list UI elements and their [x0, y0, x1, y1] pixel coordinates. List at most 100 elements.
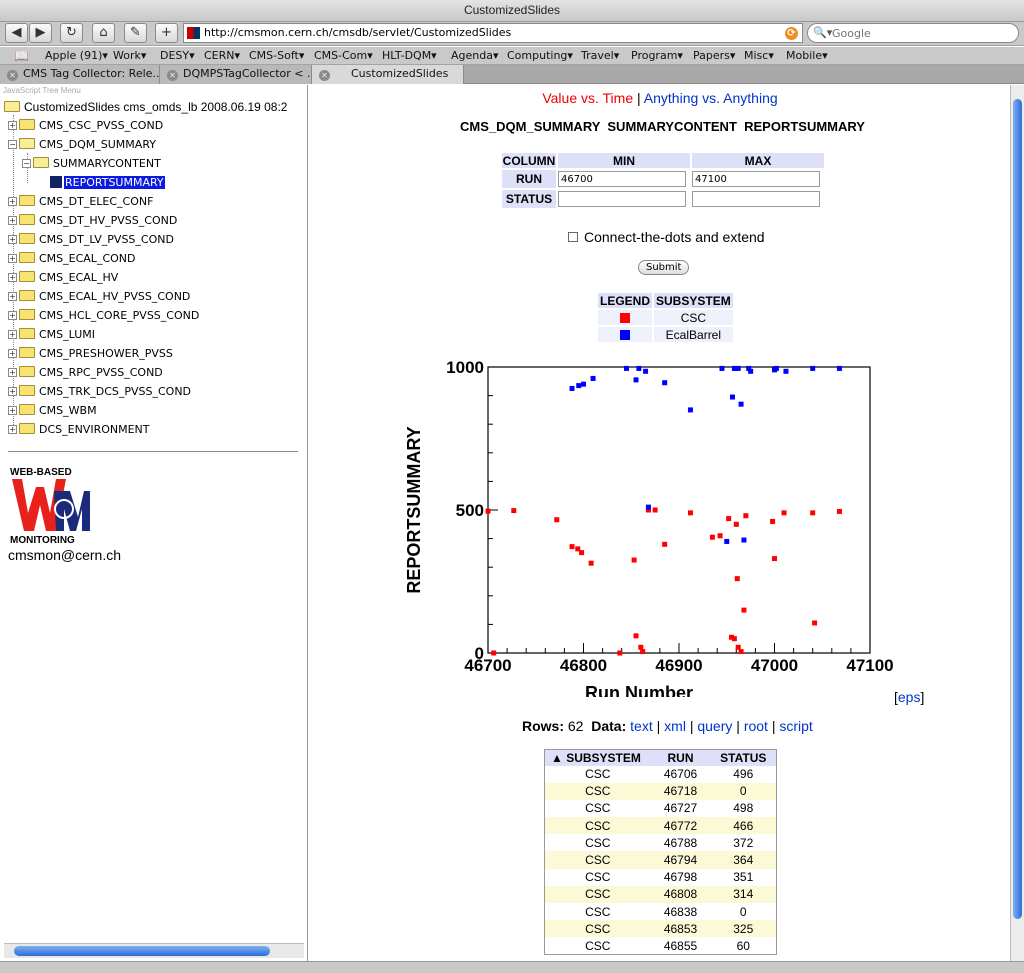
horizontal-scrollbar[interactable]: [4, 943, 304, 958]
tab-customized-slides[interactable]: ✕ CustomizedSlides: [312, 65, 464, 84]
status-min-input[interactable]: [558, 191, 686, 208]
tree-item-cms-csc-pvss-cond[interactable]: + CMS_CSC_PVSS_COND: [8, 119, 164, 132]
tree-item-cms-dqm-summary[interactable]: − CMS_DQM_SUMMARY: [8, 138, 156, 151]
tree-item-cms-ecal-hv-pvss-cond[interactable]: + CMS_ECAL_HV_PVSS_COND: [8, 290, 191, 303]
forward-button[interactable]: ▶: [29, 23, 52, 43]
address-text[interactable]: http://cmsmon.cern.ch/cmsdb/servlet/Cust…: [204, 26, 512, 39]
bookmark-desy[interactable]: DESY▾: [160, 49, 195, 62]
rss-icon[interactable]: ⟳: [785, 27, 798, 40]
expand-icon[interactable]: +: [8, 387, 17, 396]
tree-item-cms-ecal-hv[interactable]: + CMS_ECAL_HV: [8, 271, 119, 284]
bookmark-program[interactable]: Program▾: [631, 49, 683, 62]
submit-button[interactable]: Submit: [638, 260, 690, 275]
page-heading: CMS_DQM_SUMMARY SUMMARYCONTENT REPORTSUM…: [460, 119, 865, 134]
expand-icon[interactable]: +: [8, 273, 17, 282]
bookmark-agenda[interactable]: Agenda▾: [451, 49, 499, 62]
tree-item-cms-lumi[interactable]: + CMS_LUMI: [8, 328, 96, 341]
tree-item-cms-hcl-core-pvss-cond[interactable]: + CMS_HCL_CORE_PVSS_COND: [8, 309, 200, 322]
bookmark-cms-com[interactable]: CMS-Com▾: [314, 49, 373, 62]
bookmark-apple[interactable]: Apple (91)▾: [45, 49, 108, 62]
status-column-header[interactable]: STATUS: [710, 749, 777, 766]
tree-item-cms-trk-dcs-pvss-cond[interactable]: + CMS_TRK_DCS_PVSS_COND: [8, 385, 192, 398]
bookmark-mobile[interactable]: Mobile▾: [786, 49, 828, 62]
ecalbarrel-point: [645, 504, 651, 510]
bookmark-travel[interactable]: Travel▾: [581, 49, 620, 62]
tree-item-cms-preshower-pvss[interactable]: + CMS_PRESHOWER_PVSS: [8, 347, 173, 360]
run-max-input[interactable]: [692, 171, 820, 188]
data-root-link[interactable]: root: [743, 718, 768, 734]
csc-point: [645, 507, 651, 513]
connect-dots-checkbox[interactable]: [568, 232, 578, 242]
connect-dots-option[interactable]: Connect-the-dots and extend: [568, 229, 765, 245]
expand-icon[interactable]: +: [8, 216, 17, 225]
tree-item-reportsummary[interactable]: REPORTSUMMARY: [50, 175, 165, 191]
expand-icon[interactable]: +: [8, 406, 17, 415]
tree-item-summarycontent[interactable]: − SUMMARYCONTENT: [22, 157, 161, 170]
tree-root[interactable]: CustomizedSlides cms_omds_lb 2008.06.19 …: [4, 100, 287, 114]
bookmark-action-button[interactable]: ✎: [124, 23, 147, 43]
tree-item-cms-ecal-cond[interactable]: + CMS_ECAL_COND: [8, 252, 136, 265]
eps-link[interactable]: eps: [897, 689, 921, 705]
expand-icon[interactable]: +: [8, 330, 17, 339]
collapse-icon[interactable]: −: [22, 159, 31, 168]
bookmark-papers[interactable]: Papers▾: [693, 49, 736, 62]
expand-icon[interactable]: +: [8, 368, 17, 377]
data-query-link[interactable]: query: [697, 718, 733, 734]
scroll-thumb[interactable]: [14, 946, 270, 956]
expand-icon[interactable]: +: [8, 254, 17, 263]
open-book-icon[interactable]: 📖: [14, 49, 29, 63]
tree-item-cms-rpc-pvss-cond[interactable]: + CMS_RPC_PVSS_COND: [8, 366, 163, 379]
search-input[interactable]: [832, 26, 1012, 40]
bookmark-work[interactable]: Work▾: [113, 49, 147, 62]
reload-button[interactable]: ↻: [60, 23, 83, 43]
tab-tag-collector[interactable]: ✕ CMS Tag Collector: Rele...: [0, 65, 160, 84]
vertical-scrollbar[interactable]: [1010, 85, 1024, 961]
address-bar[interactable]: http://cmsmon.cern.ch/cmsdb/servlet/Cust…: [183, 23, 803, 43]
bookmark-cern[interactable]: CERN▾: [204, 49, 241, 62]
tab-dqmps-tag-collector[interactable]: ✕ DQMPSTagCollector < ...: [160, 65, 312, 84]
expand-icon[interactable]: +: [8, 292, 17, 301]
close-tab-icon[interactable]: ✕: [7, 70, 18, 81]
value-vs-time-link[interactable]: Value vs. Time: [542, 90, 634, 106]
folder-icon: [19, 366, 35, 377]
subsystem-column-header[interactable]: ▲ SUBSYSTEM: [544, 749, 651, 766]
tree-item-cms-dt-hv-pvss-cond[interactable]: + CMS_DT_HV_PVSS_COND: [8, 214, 178, 227]
data-script-link[interactable]: script: [779, 718, 813, 734]
tree-item-cms-wbm[interactable]: + CMS_WBM: [8, 404, 97, 417]
data-text-link[interactable]: text: [630, 718, 653, 734]
ecalbarrel-point: [783, 368, 789, 374]
expand-icon[interactable]: +: [8, 197, 17, 206]
wbm-logo[interactable]: WEB-BASED MONITORING: [8, 465, 118, 547]
tree-item-cms-dt-elec-conf[interactable]: + CMS_DT_ELEC_CONF: [8, 195, 154, 208]
collapse-icon[interactable]: −: [8, 140, 17, 149]
home-button[interactable]: ⌂: [92, 23, 115, 43]
tree-item-dcs-environment[interactable]: + DCS_ENVIRONMENT: [8, 423, 150, 436]
status-cell: 372: [710, 834, 777, 852]
bookmark-hlt-dqm[interactable]: HLT-DQM▾: [382, 49, 437, 62]
run-column-header[interactable]: RUN: [650, 749, 711, 766]
close-tab-icon[interactable]: ✕: [319, 70, 330, 81]
scroll-thumb[interactable]: [1013, 99, 1022, 919]
expand-icon[interactable]: +: [8, 425, 17, 434]
run-min-input[interactable]: [558, 171, 686, 188]
ecalbarrel-point: [590, 375, 596, 381]
bookmark-cms-soft[interactable]: CMS-Soft▾: [249, 49, 305, 62]
add-bookmark-button[interactable]: +: [155, 23, 178, 43]
tree-item-cms-dt-lv-pvss-cond[interactable]: + CMS_DT_LV_PVSS_COND: [8, 233, 174, 246]
back-button[interactable]: ◀: [5, 23, 28, 43]
anything-vs-anything-link[interactable]: Anything vs. Anything: [643, 90, 778, 106]
expand-icon[interactable]: +: [8, 311, 17, 320]
csc-point: [741, 607, 747, 613]
data-xml-link[interactable]: xml: [664, 718, 686, 734]
expand-icon[interactable]: +: [8, 349, 17, 358]
bookmark-computing[interactable]: Computing▾: [507, 49, 573, 62]
search-box[interactable]: 🔍▾: [807, 23, 1019, 43]
status-max-input[interactable]: [692, 191, 820, 208]
bookmark-misc[interactable]: Misc▾: [744, 49, 774, 62]
expand-icon[interactable]: +: [8, 121, 17, 130]
subsystem-cell: CSC: [544, 868, 651, 886]
close-tab-icon[interactable]: ✕: [167, 70, 178, 81]
forward-arrow-icon: ▶: [35, 25, 46, 40]
tab-bar: ✕ CMS Tag Collector: Rele... ✕ DQMPSTagCol…: [0, 65, 1024, 84]
expand-icon[interactable]: +: [8, 235, 17, 244]
